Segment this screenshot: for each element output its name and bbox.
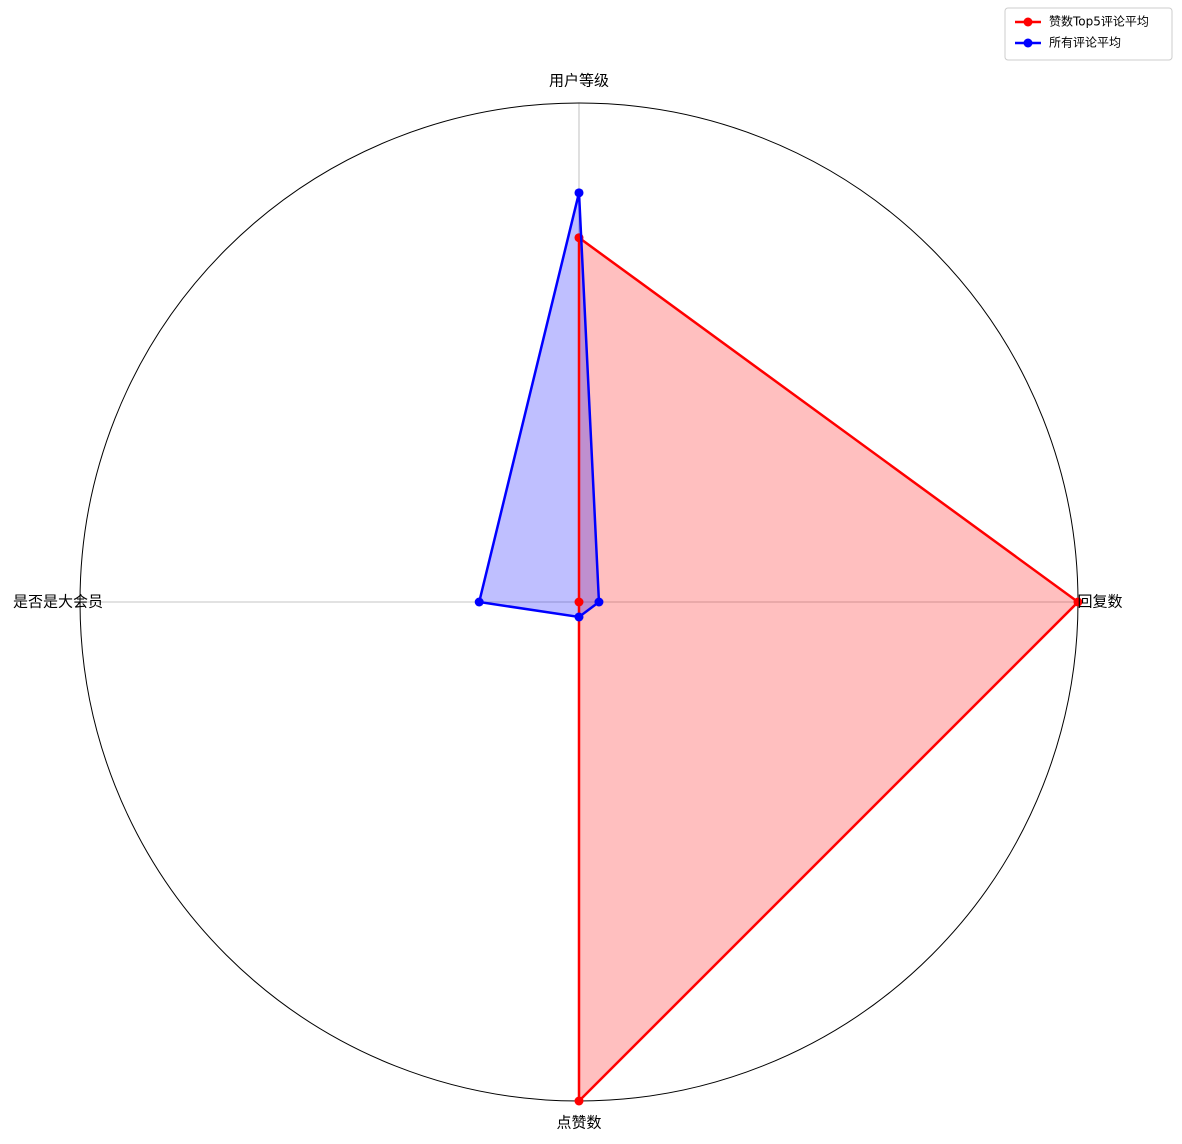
data-point-0-2 xyxy=(574,597,584,607)
legend-label-0: 赞数Top5评论平均 xyxy=(1049,14,1149,29)
data-point-1-3 xyxy=(574,612,584,622)
data-point-1-2 xyxy=(474,597,484,607)
axis-label-0: 回复数 xyxy=(1077,593,1122,611)
axis-label-2: 是否是大会员 xyxy=(13,593,103,611)
legend-marker-1 xyxy=(1023,38,1033,48)
axis-label-1: 用户等级 xyxy=(549,72,609,90)
legend-marker-0 xyxy=(1023,17,1033,27)
series-layer xyxy=(474,188,1083,1106)
legend-label-1: 所有评论平均 xyxy=(1049,36,1121,50)
data-point-1-0 xyxy=(594,597,604,607)
data-point-0-3 xyxy=(574,1096,584,1106)
series-area-0 xyxy=(579,237,1078,1102)
data-point-0-0 xyxy=(1073,597,1083,607)
legend-box xyxy=(1004,7,1173,61)
axis-label-3: 点赞数 xyxy=(556,1114,601,1132)
data-point-1-1 xyxy=(574,188,584,198)
series-area-1 xyxy=(479,192,599,617)
